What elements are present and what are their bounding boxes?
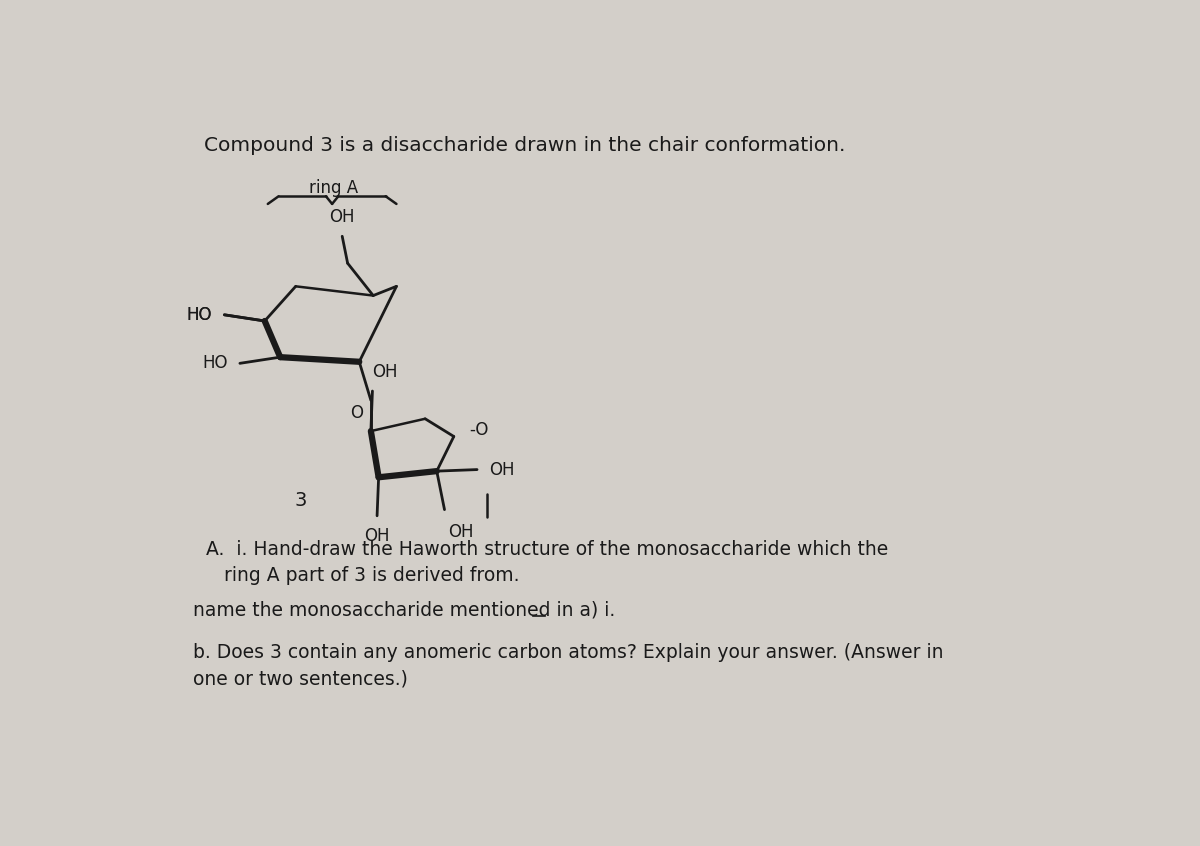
Text: ring A part of 3 is derived from.: ring A part of 3 is derived from.	[223, 566, 520, 585]
Text: one or two sentences.): one or two sentences.)	[193, 669, 408, 688]
Text: Compound 3 is a disaccharide drawn in the chair conformation.: Compound 3 is a disaccharide drawn in th…	[204, 136, 846, 155]
Text: OH: OH	[449, 524, 474, 541]
Text: name the monosaccharide mentioned in a) i.: name the monosaccharide mentioned in a) …	[193, 601, 614, 619]
Text: ring A: ring A	[308, 179, 358, 197]
Text: OH: OH	[490, 460, 515, 479]
Text: OH: OH	[372, 363, 398, 381]
Text: OH: OH	[365, 527, 390, 546]
Text: OH: OH	[330, 208, 355, 226]
Text: 3: 3	[295, 491, 307, 510]
Text: b. Does 3 contain any anomeric carbon atoms? Explain your answer. (Answer in: b. Does 3 contain any anomeric carbon at…	[193, 643, 943, 662]
Text: HO: HO	[186, 305, 212, 324]
Text: -O: -O	[469, 421, 488, 439]
Text: HO: HO	[202, 354, 228, 372]
Text: HO: HO	[186, 305, 212, 324]
Text: O: O	[350, 404, 364, 422]
Text: A.  i. Hand-draw the Haworth structure of the monosaccharide which the: A. i. Hand-draw the Haworth structure of…	[206, 541, 888, 559]
